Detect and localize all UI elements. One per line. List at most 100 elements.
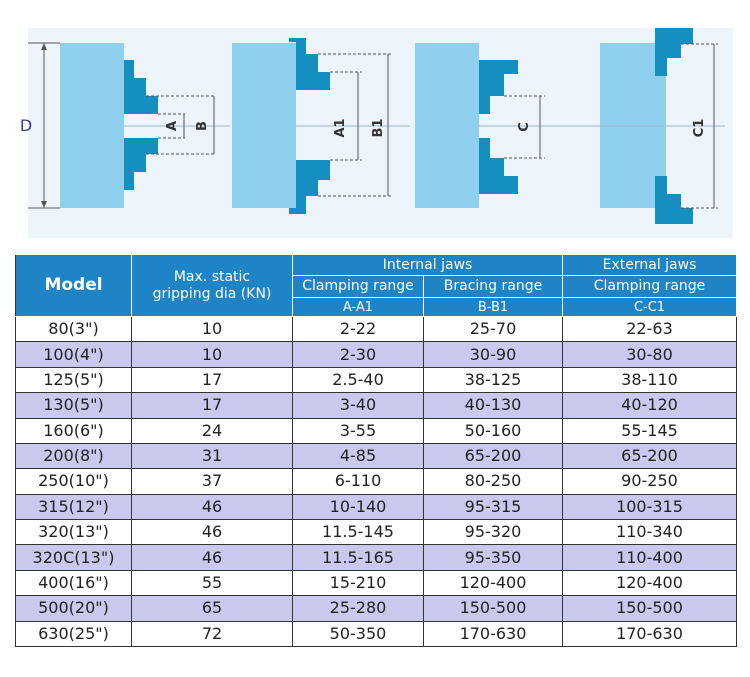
table-row: 100(4") 10 2-30 30-90 30-80 xyxy=(15,341,737,368)
cell-kn: 65 xyxy=(131,595,293,622)
cell-b-b1: 150-500 xyxy=(423,595,563,622)
cell-kn: 46 xyxy=(131,493,293,521)
cell-b-b1: 30-90 xyxy=(423,341,563,368)
table-row: 630(25") 72 50-350 170-630 170-630 xyxy=(15,620,737,647)
cell-a-a1: 25-280 xyxy=(292,595,424,622)
cell-model: 80(3") xyxy=(15,315,132,343)
cell-kn: 17 xyxy=(131,366,293,394)
table-row: 130(5") 17 3-40 40-130 40-120 xyxy=(15,392,737,419)
cell-kn: 37 xyxy=(131,468,293,495)
cell-a-a1: 11.5-145 xyxy=(292,518,424,546)
jaw-diagram: D A B A1 B1 C xyxy=(20,28,733,238)
cell-a-a1: 2-22 xyxy=(292,315,424,343)
label-a: A xyxy=(165,121,180,131)
cell-c-c1: 110-400 xyxy=(562,544,737,571)
chuck-external-small xyxy=(415,43,590,208)
cell-c-c1: 120-400 xyxy=(562,569,737,597)
label-a1: A1 xyxy=(333,118,348,137)
table-row: 200(8") 31 4-85 65-200 65-200 xyxy=(15,442,737,470)
cell-model: 160(6") xyxy=(15,417,132,444)
cell-kn: 24 xyxy=(131,417,293,444)
cell-kn: 46 xyxy=(131,518,293,546)
cell-model: 320C(13") xyxy=(15,544,132,571)
cell-c-c1: 40-120 xyxy=(562,392,737,419)
cell-kn: 10 xyxy=(131,315,293,343)
cell-b-b1: 120-400 xyxy=(423,569,563,597)
cell-a-a1: 15-210 xyxy=(292,569,424,597)
cell-kn: 46 xyxy=(131,544,293,571)
cell-b-b1: 170-630 xyxy=(423,620,563,647)
cell-a-a1: 6-110 xyxy=(292,468,424,495)
table-row: 400(16") 55 15-210 120-400 120-400 xyxy=(15,569,737,597)
cell-model: 500(20") xyxy=(15,595,132,622)
header-model: Model xyxy=(15,254,132,317)
cell-a-a1: 11.5-165 xyxy=(292,544,424,571)
header-internal-jaws: Internal jaws xyxy=(292,254,563,276)
cell-b-b1: 80-250 xyxy=(423,468,563,495)
table-row: 320(13") 46 11.5-145 95-320 110-340 xyxy=(15,518,737,546)
header-bracing-range: Bracing range xyxy=(423,275,563,298)
label-b1: B1 xyxy=(371,119,386,138)
dimension-d xyxy=(28,42,60,209)
label-c1: C1 xyxy=(692,119,707,138)
table-row: 320C(13") 46 11.5-165 95-350 110-400 xyxy=(15,544,737,571)
cell-a-a1: 50-350 xyxy=(292,620,424,647)
cell-a-a1: 4-85 xyxy=(292,442,424,470)
cell-b-b1: 95-350 xyxy=(423,544,563,571)
chuck-external-large xyxy=(590,28,725,224)
table-row: 80(3") 10 2-22 25-70 22-63 xyxy=(15,315,737,343)
header-max-static: Max. static gripping dia (KN) xyxy=(131,254,293,317)
cell-c-c1: 170-630 xyxy=(562,620,737,647)
cell-kn: 17 xyxy=(131,392,293,419)
cell-c-c1: 22-63 xyxy=(562,315,737,343)
cell-model: 315(12") xyxy=(15,493,132,521)
cell-model: 125(5") xyxy=(15,366,132,394)
label-b: B xyxy=(195,121,210,131)
chuck-internal-bracing xyxy=(232,38,410,214)
cell-b-b1: 50-160 xyxy=(423,417,563,444)
cell-kn: 55 xyxy=(131,569,293,597)
cell-a-a1: 2.5-40 xyxy=(292,366,424,394)
cell-a-a1: 3-40 xyxy=(292,392,424,419)
label-d: D xyxy=(20,116,32,135)
cell-c-c1: 38-110 xyxy=(562,366,737,394)
cell-a-a1: 10-140 xyxy=(292,493,424,521)
cell-kn: 31 xyxy=(131,442,293,470)
table-row: 160(6") 24 3-55 50-160 55-145 xyxy=(15,417,737,444)
cell-b-b1: 25-70 xyxy=(423,315,563,343)
cell-model: 320(13") xyxy=(15,518,132,546)
cell-c-c1: 55-145 xyxy=(562,417,737,444)
table-row: 500(20") 65 25-280 150-500 150-500 xyxy=(15,595,737,622)
table-row: 315(12") 46 10-140 95-315 100-315 xyxy=(15,493,737,521)
cell-b-b1: 65-200 xyxy=(423,442,563,470)
cell-model: 250(10") xyxy=(15,468,132,495)
cell-model: 200(8") xyxy=(15,442,132,470)
header-b-b1: B-B1 xyxy=(423,297,563,317)
cell-c-c1: 30-80 xyxy=(562,341,737,368)
cell-model: 130(5") xyxy=(15,392,132,419)
header-max-static-text: Max. static gripping dia (KN) xyxy=(152,268,272,302)
cell-c-c1: 110-340 xyxy=(562,518,737,546)
cell-a-a1: 2-30 xyxy=(292,341,424,368)
cell-b-b1: 40-130 xyxy=(423,392,563,419)
chuck-internal-clamping xyxy=(60,43,230,208)
cell-kn: 72 xyxy=(131,620,293,647)
header-ext-clamping-range: Clamping range xyxy=(562,275,737,298)
cell-c-c1: 65-200 xyxy=(562,442,737,470)
cell-model: 100(4") xyxy=(15,341,132,368)
header-a-a1: A-A1 xyxy=(292,297,424,317)
cell-b-b1: 95-315 xyxy=(423,493,563,521)
cell-c-c1: 90-250 xyxy=(562,468,737,495)
header-clamping-range: Clamping range xyxy=(292,275,424,298)
cell-b-b1: 38-125 xyxy=(423,366,563,394)
label-c: C xyxy=(517,122,532,132)
cell-c-c1: 100-315 xyxy=(562,493,737,521)
cell-a-a1: 3-55 xyxy=(292,417,424,444)
cell-model: 630(25") xyxy=(15,620,132,647)
header-c-c1: C-C1 xyxy=(562,297,737,317)
cell-model: 400(16") xyxy=(15,569,132,597)
table-row: 125(5") 17 2.5-40 38-125 38-110 xyxy=(15,366,737,394)
header-external-jaws: External jaws xyxy=(562,254,737,276)
specifications-table: Model Max. static gripping dia (KN) Inte… xyxy=(15,254,737,647)
cell-b-b1: 95-320 xyxy=(423,518,563,546)
